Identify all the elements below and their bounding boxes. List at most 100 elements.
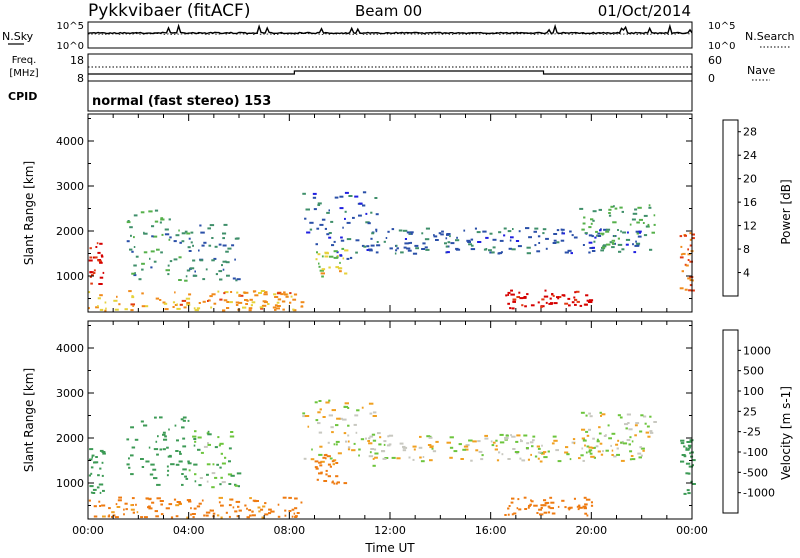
velocity-echo-cell xyxy=(599,411,602,414)
power-echo-cell xyxy=(371,232,375,235)
power-echo-cell xyxy=(254,294,259,297)
power-echo-cell xyxy=(410,241,412,244)
power-echo-cell xyxy=(625,238,631,241)
y-tick-label: 1000 xyxy=(56,270,84,283)
power-echo-cell xyxy=(679,235,683,238)
velocity-echo-cell xyxy=(620,441,623,444)
power-echo-cell xyxy=(471,244,474,247)
power-echo-cell xyxy=(507,230,512,233)
velocity-echo-cell xyxy=(185,477,189,480)
power-echo-cell xyxy=(104,309,107,312)
velocity-echo-cell xyxy=(685,448,690,451)
power-echo-cell xyxy=(133,246,136,248)
velocity-echo-cell xyxy=(348,440,350,443)
velocity-echo-cell xyxy=(219,483,222,486)
power-echo-cell xyxy=(342,226,344,229)
power-echo-cell xyxy=(567,249,572,252)
velocity-echo-cell xyxy=(234,484,238,487)
power-echo-cell xyxy=(551,293,554,295)
velocity-echo-cell xyxy=(617,414,621,417)
velocity-echo-cell xyxy=(134,438,139,441)
power-echo-cell xyxy=(126,240,130,243)
velocity-echo-cell xyxy=(99,491,102,494)
velocity-echo-cell xyxy=(166,474,169,477)
power-echo-cell xyxy=(564,251,569,254)
power-echo-cell xyxy=(164,233,170,236)
velocity-echo-cell xyxy=(588,450,591,453)
velocity-echo-cell xyxy=(179,452,182,455)
power-echo-cell xyxy=(330,220,334,223)
y-tick-label: 4000 xyxy=(56,135,84,148)
velocity-echo-cell xyxy=(131,446,136,449)
power-echo-cell xyxy=(544,289,547,292)
velocity-echo-cell xyxy=(378,443,382,446)
velocity-echo-cell xyxy=(302,415,307,418)
velocity-echo-cell xyxy=(356,409,360,412)
velocity-echo-cell xyxy=(220,516,223,519)
power-echo-cell xyxy=(545,301,548,304)
power-echo-cell xyxy=(333,250,338,253)
velocity-echo-cell xyxy=(93,461,97,464)
velocity-echo-cell xyxy=(367,440,370,442)
power-echo-cell xyxy=(340,236,343,239)
velocity-echo-cell xyxy=(685,462,691,465)
velocity-echo-cell xyxy=(322,456,326,459)
power-echo-cell xyxy=(648,206,652,209)
power-echo-cell xyxy=(127,220,130,222)
velocity-echo-cell xyxy=(168,428,170,431)
velocity-echo-cell xyxy=(616,453,620,456)
power-echo-cell xyxy=(133,264,137,267)
power-echo-cell xyxy=(167,264,170,267)
power-echo-cell xyxy=(542,232,545,235)
power-echo-cell xyxy=(214,245,218,248)
power-echo-cell xyxy=(485,236,489,239)
velocity-echo-cell xyxy=(227,473,233,476)
power-echo-cell xyxy=(138,278,142,281)
power-echo-cell xyxy=(192,259,196,262)
velocity-echo-cell xyxy=(331,460,335,463)
velocity-echo-cell xyxy=(542,451,547,454)
power-echo-cell xyxy=(96,242,99,245)
power-echo-cell xyxy=(447,241,451,244)
power-echo-cell xyxy=(689,276,694,278)
velocity-echo-cell xyxy=(130,504,134,507)
power-echo-cell xyxy=(545,237,549,240)
power-echo-cell xyxy=(528,236,532,239)
power-echo-cell xyxy=(113,299,118,302)
power-echo-cell xyxy=(689,279,693,282)
power-echo-cell xyxy=(239,294,244,297)
power-echo-cell xyxy=(622,231,627,234)
velocity-echo-cell xyxy=(402,446,408,449)
velocity-echo-band xyxy=(88,448,106,494)
velocity-echo-cell xyxy=(528,504,531,507)
power-echo-cell xyxy=(290,295,293,298)
power-echo-band xyxy=(505,289,594,310)
velocity-echo-cell xyxy=(211,472,216,475)
velocity-echo-cell xyxy=(218,496,223,499)
power-echo-cell xyxy=(259,306,264,309)
velocity-echo-cell xyxy=(229,435,235,438)
power-echo-cell xyxy=(589,299,594,302)
velocity-echo-cell xyxy=(586,445,590,448)
velocity-echo-cell xyxy=(126,438,130,441)
power-echo-cell xyxy=(131,296,135,299)
power-echo-cell xyxy=(319,223,324,226)
velocity-echo-cell xyxy=(221,481,226,484)
velocity-echo-cell xyxy=(504,437,508,440)
power-echo-cell xyxy=(444,242,447,245)
velocity-echo-cell xyxy=(206,514,209,517)
power-echo-cell xyxy=(653,214,656,217)
velocity-echo-cell xyxy=(524,508,528,510)
power-echo-cell xyxy=(375,228,378,231)
velocity-echo-cell xyxy=(327,441,330,444)
colorbar-tick-label: 500 xyxy=(743,365,764,378)
velocity-echo-cell xyxy=(680,442,685,445)
velocity-echo-cell xyxy=(168,503,173,506)
power-echo-cell xyxy=(406,231,411,234)
power-echo-cell xyxy=(94,256,98,259)
velocity-echo-cell xyxy=(325,473,328,476)
velocity-echo-cell xyxy=(300,501,303,504)
cpid-label: CPID xyxy=(8,90,37,103)
power-echo-cell xyxy=(250,304,253,307)
power-echo-cell xyxy=(525,227,530,230)
